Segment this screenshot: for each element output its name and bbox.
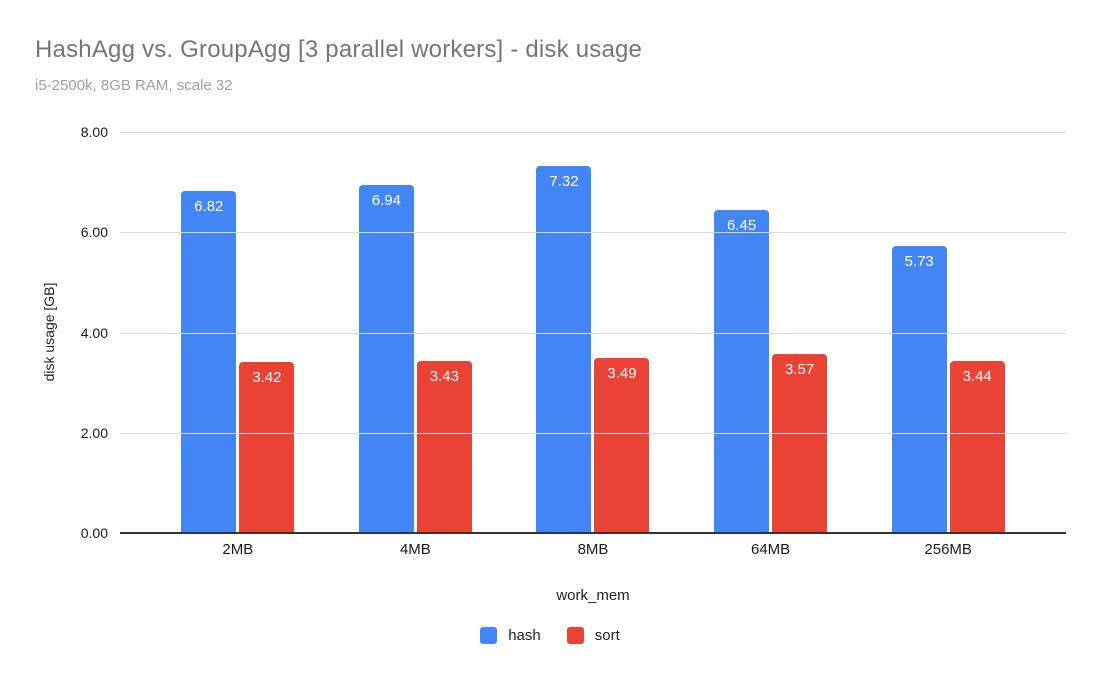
bar-hash-4mb: 6.94 [358, 185, 414, 533]
y-tick-label: 6.00 [80, 224, 108, 241]
y-axis-tick-labels: 8.00 6.00 4.00 2.00 0.00 [30, 124, 108, 541]
bar-sort-2mb: 3.42 [239, 361, 295, 533]
y-tick-label: 4.00 [80, 324, 108, 341]
bar-group-2mb: 6.82 3.42 [149, 132, 327, 533]
bar-group-64mb: 6.45 3.57 [682, 132, 860, 533]
gridline [120, 432, 1066, 434]
x-axis-category-labels: 2MB 4MB 8MB 64MB 256MB [149, 541, 1037, 558]
bar-value-label: 3.44 [962, 367, 992, 385]
chart-title: HashAgg vs. GroupAgg [3 parallel workers… [35, 36, 643, 63]
gridline [120, 232, 1066, 234]
chart-legend: hash sort [0, 627, 1100, 644]
plot-area: 6.82 3.42 6.94 3.43 7.32 3.49 6.45 3.57 5.73 3.44 [120, 132, 1066, 534]
legend-swatch-hash [480, 627, 498, 644]
gridline [120, 132, 1066, 133]
legend-item-sort: sort [566, 627, 620, 644]
legend-swatch-sort [566, 627, 584, 644]
bar-sort-4mb: 3.43 [416, 361, 472, 533]
gridline [120, 332, 1066, 334]
y-tick-label: 2.00 [80, 424, 108, 441]
bar-value-label: 6.82 [194, 198, 224, 216]
bar-sort-8mb: 3.49 [594, 358, 650, 533]
bar-sort-256mb: 3.44 [949, 360, 1005, 533]
x-category-label-8mb: 8MB [577, 541, 609, 558]
x-category-label-2mb: 2MB [222, 541, 254, 558]
x-category-label-4mb: 4MB [399, 541, 431, 558]
x-category-label-64mb: 64MB [750, 541, 791, 558]
bar-value-label: 6.45 [726, 216, 757, 234]
y-tick-label: 8.00 [80, 124, 108, 140]
bar-value-label: 3.57 [784, 361, 815, 379]
bar-value-label: 6.94 [371, 192, 401, 210]
bar-hash-2mb: 6.82 [181, 191, 237, 533]
bar-group-8mb: 7.32 3.49 [504, 132, 682, 533]
bar-sort-64mb: 3.57 [772, 354, 828, 533]
bar-value-label: 3.43 [429, 368, 459, 386]
bar-group-4mb: 6.94 3.43 [327, 132, 505, 533]
x-axis-line [120, 532, 1066, 534]
bar-hash-8mb: 7.32 [536, 166, 592, 533]
bar-hash-64mb: 6.45 [714, 209, 770, 533]
legend-item-hash: hash [480, 627, 541, 644]
bar-value-label: 3.42 [252, 368, 282, 386]
bar-hash-256mb: 5.73 [891, 245, 947, 533]
bar-value-label: 5.73 [904, 252, 934, 270]
x-axis-title: work_mem [556, 587, 630, 604]
bar-value-label: 3.49 [607, 365, 637, 383]
legend-label-sort: sort [594, 627, 620, 644]
chart-subtitle: i5-2500k, 8GB RAM, scale 32 [35, 77, 233, 94]
bars-layer: 6.82 3.42 6.94 3.43 7.32 3.49 6.45 3.57 5.73 3.44 [149, 132, 1037, 533]
legend-label-hash: hash [508, 627, 541, 644]
x-category-label-256mb: 256MB [924, 541, 972, 558]
bar-group-256mb: 5.73 3.44 [859, 132, 1037, 533]
bar-value-label: 7.32 [549, 173, 579, 191]
y-tick-label: 0.00 [80, 525, 108, 541]
